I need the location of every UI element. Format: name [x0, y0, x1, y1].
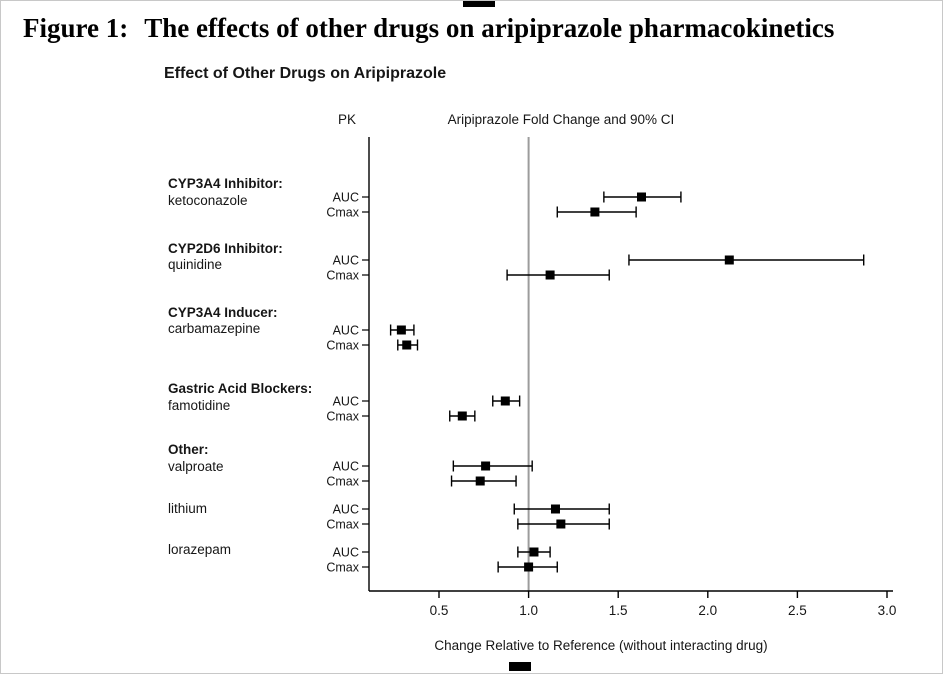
- drug-label: valproate: [168, 459, 224, 474]
- x-axis-tick-label: 1.5: [609, 603, 628, 618]
- drug-label: lithium: [168, 501, 207, 516]
- pk-row-label: Cmax: [326, 475, 359, 489]
- estimate-marker: [590, 207, 600, 217]
- figure-number-label: Figure 1:: [23, 13, 129, 43]
- group-label: CYP3A4 Inhibitor:: [168, 176, 283, 191]
- pk-row-label: Cmax: [326, 410, 359, 424]
- group-label: CYP2D6 Inhibitor:: [168, 241, 283, 256]
- estimate-marker: [500, 396, 510, 406]
- estimate-marker: [396, 325, 406, 335]
- pk-row-label: Cmax: [326, 561, 359, 575]
- x-axis-tick-label: 1.0: [519, 603, 538, 618]
- estimate-marker: [556, 519, 566, 529]
- x-axis-title: Change Relative to Reference (without in…: [434, 638, 767, 653]
- drug-label: carbamazepine: [168, 321, 260, 336]
- estimate-marker: [529, 547, 539, 557]
- estimate-marker: [636, 192, 646, 202]
- estimate-marker: [724, 255, 734, 265]
- estimate-marker: [550, 504, 560, 514]
- pk-row-label: Cmax: [326, 269, 359, 283]
- x-axis-tick-label: 2.5: [788, 603, 807, 618]
- pk-row-label: AUC: [333, 546, 359, 560]
- x-axis-tick-label: 3.0: [878, 603, 897, 618]
- pk-row-label: AUC: [333, 191, 359, 205]
- scan-artifact-bottom: [509, 662, 531, 671]
- figure-caption: The effects of other drugs on aripiprazo…: [144, 13, 835, 43]
- pk-row-label: Cmax: [326, 518, 359, 532]
- chart-title: Effect of Other Drugs on Aripiprazole: [164, 65, 447, 82]
- estimate-marker: [545, 270, 555, 280]
- estimate-marker: [524, 562, 534, 572]
- figure-title: Figure 1: The effects of other drugs on …: [23, 13, 834, 44]
- scan-artifact-top: [463, 1, 495, 7]
- x-axis-tick-label: 0.5: [430, 603, 449, 618]
- drug-label: lorazepam: [168, 542, 231, 557]
- pk-column-header: PK: [338, 112, 356, 127]
- pk-row-label: AUC: [333, 324, 359, 338]
- pk-row-label: AUC: [333, 254, 359, 268]
- estimate-marker: [481, 461, 491, 471]
- group-label: Gastric Acid Blockers:: [168, 381, 312, 396]
- drug-label: ketoconazole: [168, 193, 248, 208]
- pk-row-label: Cmax: [326, 339, 359, 353]
- estimate-marker: [402, 340, 412, 350]
- value-column-header: Aripiprazole Fold Change and 90% CI: [448, 112, 675, 127]
- pk-row-label: AUC: [333, 395, 359, 409]
- estimate-marker: [457, 411, 467, 421]
- pk-row-label: AUC: [333, 460, 359, 474]
- drug-label: famotidine: [168, 398, 230, 413]
- pk-row-label: Cmax: [326, 206, 359, 220]
- estimate-marker: [475, 476, 485, 486]
- pk-row-label: AUC: [333, 503, 359, 517]
- drug-label: quinidine: [168, 257, 222, 272]
- group-label: CYP3A4 Inducer:: [168, 305, 278, 320]
- x-axis-tick-label: 2.0: [698, 603, 717, 618]
- group-label: Other:: [168, 442, 209, 457]
